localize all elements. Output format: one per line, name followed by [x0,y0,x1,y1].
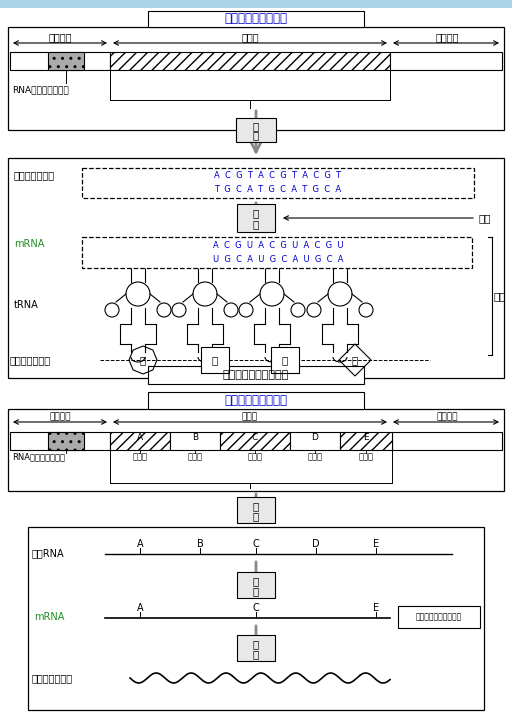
Bar [48,52,84,70]
Bar [340,432,392,450]
Text: 外显子: 外显子 [247,453,263,461]
Text: RNA聚合酶结合位点: RNA聚合酶结合位点 [12,453,65,461]
Bar [148,392,364,409]
Bar [148,366,364,384]
Bar [290,432,340,450]
Text: 外显子: 外显子 [358,453,373,461]
Bar [10,432,110,450]
Bar [237,635,275,661]
Text: U  G  C  A  U  G  C  A  U  G  C  A: U G C A U G C A U G C A [213,255,343,264]
Text: 非编码区: 非编码区 [49,413,71,422]
Text: RNA聚合酶结合位点: RNA聚合酶结合位点 [12,85,69,94]
Text: 酪: 酪 [212,355,218,365]
Text: 外显子: 外显子 [133,453,147,461]
Bar [8,158,504,378]
Text: 基因控制蛋白质的合成: 基因控制蛋白质的合成 [223,370,289,380]
Bar [237,572,275,598]
Text: mRNA: mRNA [34,612,65,622]
Bar [398,606,480,628]
Bar [8,409,504,491]
Text: 基因控制蛋白质的合成: 基因控制蛋白质的合成 [416,613,462,621]
Text: 翻: 翻 [253,639,259,649]
Bar [201,347,229,373]
Bar [237,204,275,232]
Text: 转: 转 [253,501,259,511]
Bar [390,52,502,70]
Text: A: A [137,433,143,443]
Text: 转录: 转录 [479,213,491,223]
Bar [82,168,474,198]
Text: 录: 录 [253,511,259,521]
Text: 转: 转 [253,208,259,218]
Text: 录: 录 [253,219,259,229]
Text: B: B [197,539,203,549]
Bar [220,432,290,450]
Text: C: C [252,539,260,549]
Text: A: A [137,539,143,549]
Bar [271,347,299,373]
Text: 内含子: 内含子 [308,453,323,461]
Bar [10,52,110,70]
Text: A  C  G  T  A  C  G  T  A  C  G  T: A C G T A C G T A C G T [215,172,342,180]
Text: 初级RNA: 初级RNA [32,548,65,558]
Bar [0,0,512,8]
Text: C: C [252,603,260,613]
Text: 基因（编码区）: 基因（编码区） [14,170,55,180]
Text: A: A [137,603,143,613]
Text: 译: 译 [253,649,259,659]
Bar [28,527,484,710]
Bar [236,118,276,142]
Text: 编码区: 编码区 [241,32,259,42]
Text: E: E [373,539,379,549]
Text: T  G  C  A  T  G  C  A  T  G  C  A: T G C A T G C A T G C A [215,185,342,194]
Bar [110,432,170,450]
Bar [237,497,275,523]
Text: mRNA: mRNA [14,239,45,249]
Bar [82,237,472,268]
Text: C: C [252,433,258,443]
Text: A  C  G  U  A  C  G  U  A  C  G  U: A C G U A C G U A C G U [213,242,343,250]
Text: 缬: 缬 [282,355,288,365]
Bar [110,52,390,70]
Text: 编码区: 编码区 [242,413,258,422]
Text: 非编码区: 非编码区 [48,32,72,42]
Text: E: E [373,603,379,613]
Text: 非编码区: 非编码区 [435,32,459,42]
Text: B: B [192,433,198,443]
Text: 非编码区: 非编码区 [436,413,458,422]
Text: 真核生物基因的结构: 真核生物基因的结构 [224,394,288,407]
Text: 加: 加 [253,576,259,586]
Text: D: D [312,539,320,549]
Text: 工: 工 [253,586,259,596]
Text: 内含子: 内含子 [187,453,203,461]
Text: 大: 大 [253,130,259,140]
Text: tRNA: tRNA [14,300,39,310]
Bar [48,432,84,450]
Bar [170,432,220,450]
Bar [392,432,502,450]
Text: 原核生物基因的结构: 原核生物基因的结构 [224,12,288,26]
Text: D: D [312,433,318,443]
Text: 苏: 苏 [140,355,146,365]
Text: 放: 放 [253,121,259,131]
Bar [148,11,364,27]
Text: 蛋白质（多肽）: 蛋白质（多肽） [32,673,73,683]
Text: E: E [363,433,369,443]
Text: 蛋白质（多肽）: 蛋白质（多肽） [10,355,51,365]
Text: 精: 精 [352,355,358,365]
Bar [8,27,504,130]
Text: 翻译: 翻译 [494,291,506,301]
